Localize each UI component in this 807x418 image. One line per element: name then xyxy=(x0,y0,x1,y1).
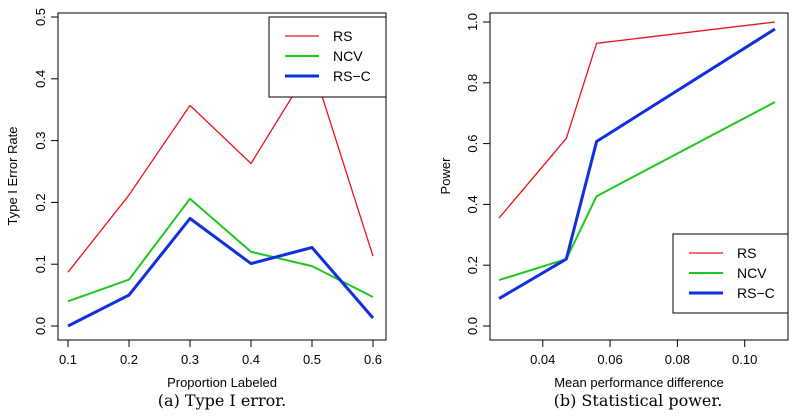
y-tick-label: 0.5 xyxy=(33,8,48,26)
y-tick-label: 0.4 xyxy=(465,195,480,213)
legend-label: RS−C xyxy=(333,68,371,84)
legend-label: RS−C xyxy=(737,285,775,301)
x-tick-label: 0.04 xyxy=(530,352,555,367)
figure-caption: (a) Type I error. xyxy=(158,391,286,410)
y-tick-label: 1.0 xyxy=(465,13,480,31)
x-tick-label: 0.5 xyxy=(303,352,321,367)
series-line xyxy=(498,27,776,300)
plot-frame xyxy=(489,12,789,341)
legend: RS NCV RS−C xyxy=(268,16,387,98)
x-tick-label: 0.1 xyxy=(59,352,77,367)
figure-caption: (b) Statistical power. xyxy=(554,391,723,410)
x-tick-label: 0.2 xyxy=(120,352,138,367)
y-tick-label: 0.2 xyxy=(465,256,480,274)
x-tick-label: 0.08 xyxy=(665,352,690,367)
legend-label: RS xyxy=(737,245,756,261)
x-tick-label: 0.3 xyxy=(181,352,199,367)
x-tick-label: 0.4 xyxy=(242,352,260,367)
legend: RS NCV RS−C xyxy=(672,233,789,314)
y-tick-label: 0.2 xyxy=(33,193,48,211)
series-line xyxy=(498,101,776,282)
plot-frame xyxy=(57,12,387,341)
y-axis-label: Type I Error Rate xyxy=(5,127,20,226)
x-tick-label: 0.06 xyxy=(597,352,622,367)
x-axis-label: Mean performance difference xyxy=(554,375,724,390)
y-tick-label: 0.3 xyxy=(33,132,48,150)
legend-label: NCV xyxy=(737,265,767,281)
x-tick-label: 0.6 xyxy=(364,352,382,367)
x-tick-label: 0.10 xyxy=(732,352,757,367)
legend-label: RS xyxy=(333,28,352,44)
y-tick-label: 0.6 xyxy=(465,135,480,153)
y-tick-label: 0.8 xyxy=(465,74,480,92)
chart-panel-b: 0.04 0.06 0.08 0.10 0.0 0.2 0.4 0.6 0.8 1.0 Mean p… xyxy=(438,12,789,410)
x-axis-label: Proportion Labeled xyxy=(167,375,277,390)
legend-label: NCV xyxy=(333,48,363,64)
y-axis-label: Power xyxy=(438,157,453,195)
series-line xyxy=(67,197,374,303)
y-tick-label: 0.4 xyxy=(33,70,48,88)
chart-panel-a: 0.1 0.2 0.3 0.4 0.5 0.6 0.0 0.1 0.2 0.3 0.4 0.5 Prop… xyxy=(5,8,387,410)
y-tick-label: 0.1 xyxy=(33,255,48,273)
y-tick-label: 0.0 xyxy=(33,317,48,335)
series-line xyxy=(67,217,375,328)
y-tick-label: 0.0 xyxy=(465,317,480,335)
series-line xyxy=(498,21,776,219)
